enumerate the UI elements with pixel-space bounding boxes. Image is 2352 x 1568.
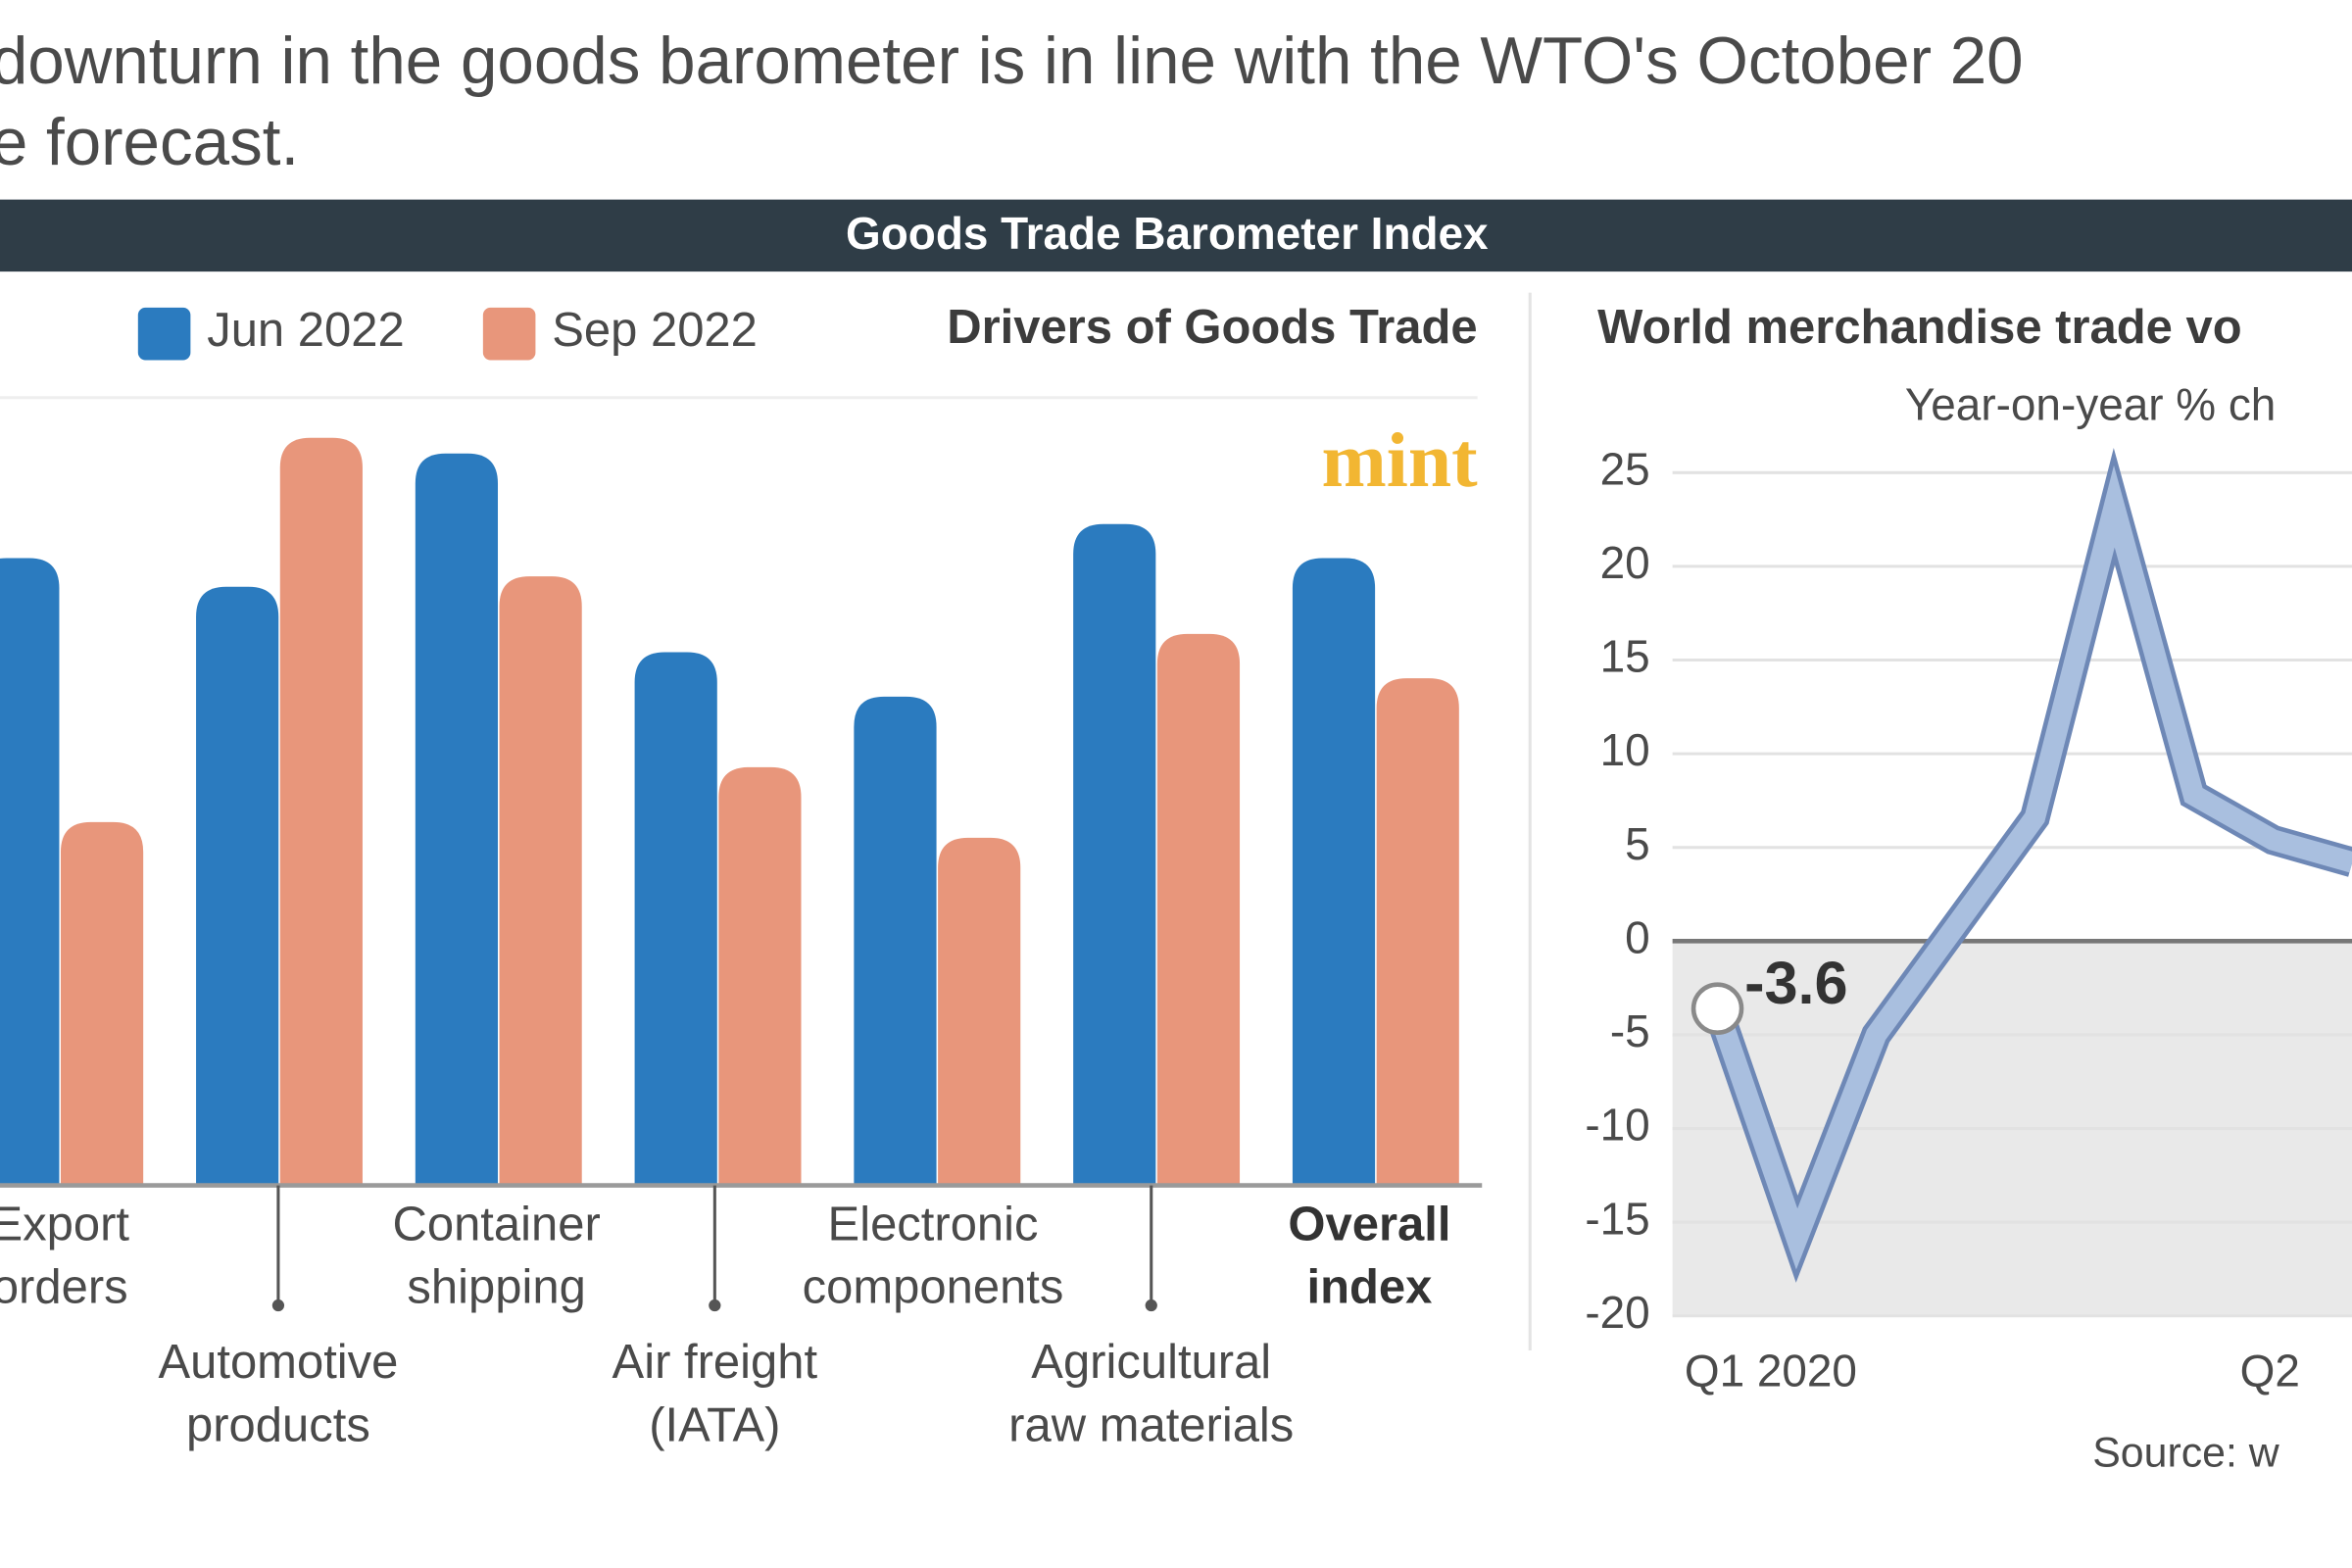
category-label: Overall [1288,1198,1450,1250]
y-tick-label: -5 [1610,1005,1650,1056]
category-label: Electronic [828,1198,1039,1250]
category-label: Automotive [158,1336,398,1389]
bar [1156,633,1241,1186]
bar [1073,523,1156,1186]
y-tick-label: 20 [1600,537,1650,588]
bar [499,576,582,1186]
source: Source: w [2092,1429,2280,1476]
y-tick-label: 0 [1625,911,1650,962]
intro-line: e forecast. [0,106,299,179]
chart-title: World merchandise trade vo [1597,301,2242,354]
point-marker [1690,982,1744,1035]
category-label: raw materials [1008,1399,1294,1452]
bar [415,453,499,1186]
x-tick-label: Q1 2020 [1685,1346,1857,1396]
y-tick-label: -10 [1585,1100,1649,1151]
legend-swatch [482,307,536,361]
y-tick-label: 25 [1600,443,1650,494]
data-label: -3.6 [1744,950,1847,1016]
chart-subtitle: Year-on-year % ch [1905,379,2276,430]
category-label: Export [0,1198,129,1250]
bar [279,437,363,1186]
bar [60,821,144,1186]
leader-dot [271,1298,285,1312]
category-label: orders [0,1261,128,1314]
bar [634,652,717,1186]
y-tick-label: 15 [1600,631,1650,682]
bar [196,586,279,1186]
y-tick-label: -20 [1585,1287,1649,1338]
bar [718,766,802,1186]
bar [854,696,937,1186]
category-label: Container [392,1198,600,1250]
leader-dot [709,1298,721,1312]
chart-title: Drivers of Goods Trade [947,301,1477,354]
category-label: (IATA) [649,1399,780,1452]
category-label: components [803,1261,1064,1314]
category-label: Agricultural [1031,1336,1271,1389]
x-tick-label: Q2 [2240,1346,2300,1396]
category-label: products [186,1399,370,1452]
legend-swatch [137,307,191,361]
legend-label: Sep 2022 [552,304,758,357]
banner-bar [0,199,2352,272]
y-tick-label: 5 [1625,818,1650,869]
bar [938,837,1021,1186]
logo: mint [1321,417,1478,504]
y-tick-label: -15 [1585,1193,1649,1244]
y-tick-label: 10 [1600,724,1650,775]
bar [1292,558,1376,1186]
bar [1376,678,1459,1186]
legend-label: Jun 2022 [207,304,404,357]
category-label: index [1307,1261,1433,1314]
line [1707,465,2352,1270]
category-label: shipping [407,1261,585,1314]
bar [0,558,60,1186]
banner-title: Goods Trade Barometer Index [846,208,1489,259]
category-label: Air freight [612,1336,818,1389]
intro-line: downturn in the goods barometer is in li… [0,24,2024,98]
leader-dot [1145,1298,1157,1312]
